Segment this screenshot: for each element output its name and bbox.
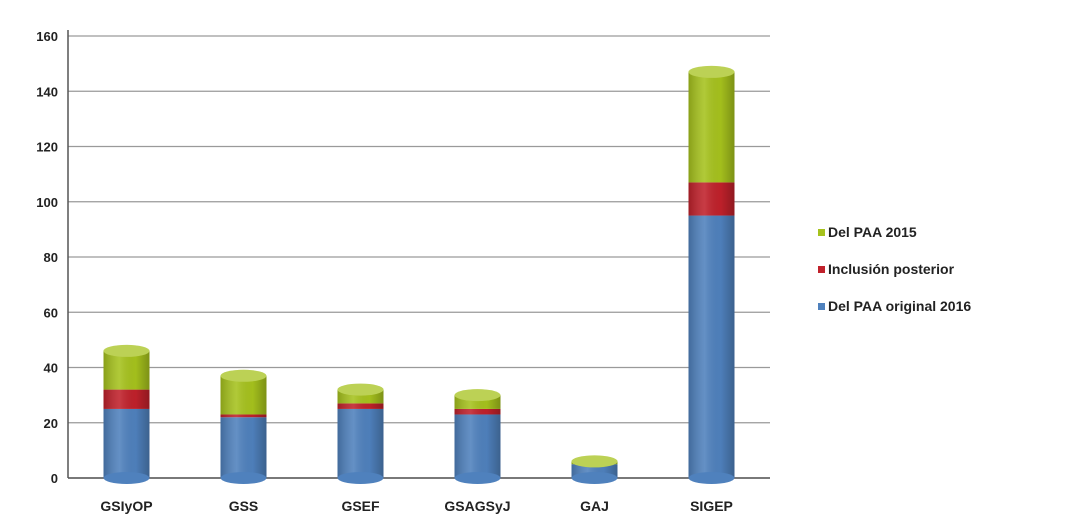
y-tick-label: 160 (36, 29, 58, 44)
bar-stack-gsiyop (103, 344, 150, 484)
y-tick-label: 40 (44, 361, 58, 376)
x-tick-label: GSS (229, 498, 259, 514)
bar-base (571, 472, 618, 484)
bar-stack-gaj (571, 455, 618, 484)
bar-base (103, 472, 150, 484)
x-tick-label: GSIyOP (100, 498, 152, 514)
y-tick-label: 100 (36, 195, 58, 210)
bar-cap-highlight (220, 369, 267, 382)
bar-segment-shading (688, 71, 735, 183)
y-tick-label: 120 (36, 140, 58, 155)
bar-cap-highlight (571, 455, 618, 468)
legend-label: Inclusión posterior (828, 261, 955, 277)
bar-cap (103, 344, 150, 357)
bar-cap-highlight (688, 65, 735, 78)
x-tick-label: SIGEP (690, 498, 733, 514)
bar-cap (220, 369, 267, 382)
bar-cap-highlight (454, 389, 501, 402)
bar-segment-shading (337, 408, 384, 478)
bar-cap (688, 65, 735, 78)
bar-cap (454, 389, 501, 402)
y-tick-label: 60 (44, 305, 58, 320)
bar-segment-shading (337, 403, 384, 409)
bar-segment-shading (220, 417, 267, 478)
bar-segment-shading (103, 350, 150, 390)
bar-segment-shading (220, 414, 267, 418)
legend-swatch (818, 228, 825, 236)
bar-base (337, 472, 384, 484)
legend-item: Del PAA original 2016 (818, 296, 1063, 316)
y-tick-label: 80 (44, 250, 58, 265)
bar-stack-gsagsyj (454, 389, 501, 484)
bar-base (454, 472, 501, 484)
bar-cap (571, 455, 618, 468)
bar-stack-gsef (337, 383, 384, 484)
bar-segment-shading (103, 408, 150, 478)
legend-label: Del PAA 2015 (828, 224, 917, 240)
bar-base (220, 472, 267, 484)
x-tick-label: GAJ (580, 498, 609, 514)
bar-cap-highlight (337, 383, 384, 396)
axes (67, 30, 770, 479)
bar-base (688, 472, 735, 484)
bar-cap (337, 383, 384, 396)
bar-stack-gss (220, 369, 267, 484)
legend-swatch (818, 302, 825, 310)
bar-segment-shading (454, 414, 501, 478)
x-tick-label: GSEF (341, 498, 380, 514)
axis-labels: 0 20 40 60 80 100 120 140 160 GSIyOP GSS GSEF GSAGSy… (36, 29, 733, 514)
bar-segment-shading (454, 408, 501, 415)
bar-cap-highlight (103, 344, 150, 357)
y-tick-label: 0 (51, 471, 58, 486)
bars (103, 65, 735, 484)
bar-segment-shading (103, 389, 150, 409)
gridlines (68, 35, 770, 479)
y-tick-label: 140 (36, 84, 58, 99)
bar-segment-shading (688, 182, 735, 216)
bar-segment-shading (220, 375, 267, 415)
x-tick-label: GSAGSyJ (444, 498, 510, 514)
bar-segment-shading (688, 215, 735, 478)
legend-item: Inclusión posterior (818, 259, 1063, 279)
bar-stack-sigep (688, 65, 735, 484)
legend-item: Del PAA 2015 (818, 222, 1063, 242)
legend: Del PAA 2015 Inclusión posterior Del PAA o… (818, 222, 1063, 333)
legend-label: Del PAA original 2016 (828, 298, 972, 314)
legend-swatch (818, 265, 825, 273)
y-tick-label: 20 (44, 416, 58, 431)
